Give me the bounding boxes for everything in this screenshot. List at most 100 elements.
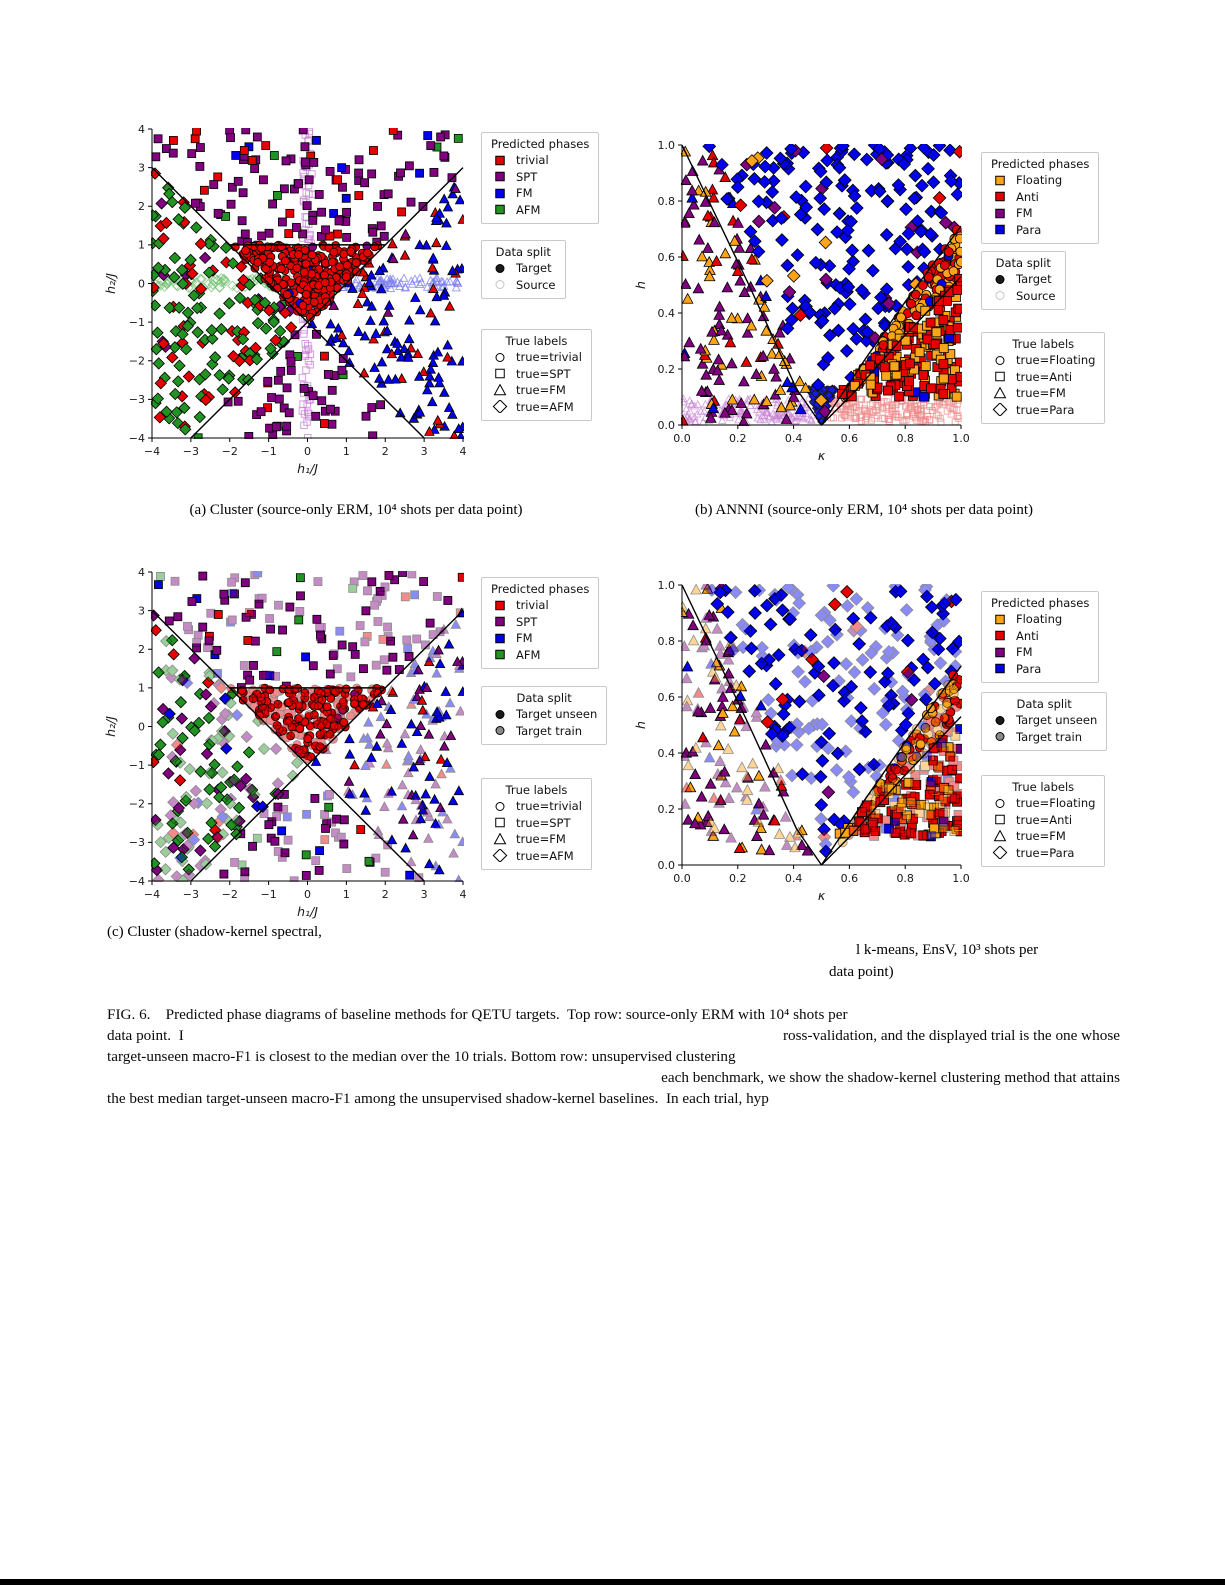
legend-row-label: Source	[516, 277, 556, 292]
svg-text:−4: −4	[129, 432, 145, 445]
legend-row: true=SPT	[491, 815, 582, 831]
open-square-swatch-icon	[495, 818, 505, 828]
open-circle-swatch-icon	[995, 291, 1005, 301]
legend-title: Predicted phases	[491, 582, 590, 596]
legend-row: SPT	[491, 614, 589, 630]
legend-predicted-phases-d: Predicted phases Floating Anti FM Para	[981, 591, 1100, 683]
legend-row: Target train	[491, 723, 597, 739]
open-circle-swatch-icon	[495, 802, 505, 812]
legend-row-label: Para	[1016, 661, 1042, 676]
open-diamond-swatch-icon	[492, 400, 508, 414]
scatter-group-afm-left-train	[151, 634, 304, 882]
svg-text:1.0: 1.0	[952, 432, 970, 445]
svg-text:κ: κ	[818, 888, 826, 903]
svg-text:0.8: 0.8	[896, 432, 914, 445]
legend-row-label: SPT	[516, 614, 538, 629]
open-diamond-swatch-icon	[992, 403, 1008, 417]
square-swatch-icon	[995, 647, 1005, 658]
legend-row: true=AFM	[491, 848, 582, 864]
legend-data-split-a: Data split Target Source	[481, 240, 566, 300]
svg-text:0.0: 0.0	[658, 419, 676, 432]
square-swatch-icon	[495, 188, 505, 199]
open-diamond-swatch-icon	[992, 846, 1008, 860]
legend-row-label: FM	[1016, 206, 1033, 221]
svg-text:h₂/J: h₂/J	[103, 716, 118, 737]
figure-caption: FIG. 6. Predicted phase diagrams of base…	[107, 1004, 1120, 1109]
square-swatch-icon	[495, 204, 505, 215]
legend-row-label: Target train	[516, 723, 583, 738]
legend-row: trivial	[491, 152, 589, 168]
open-circle-swatch-icon	[995, 356, 1005, 366]
legend-row-label: true=FM	[516, 832, 566, 847]
legend-row-label: true=SPT	[516, 815, 571, 830]
scatter-group-spt-top-train	[156, 571, 464, 682]
scatter-group-trivial-center-train	[226, 683, 377, 764]
svg-text:4: 4	[138, 566, 145, 579]
caption-a: (a) Cluster (source-only ERM, 10⁴ shots …	[189, 502, 523, 518]
caption-b: (b) ANNNI (source-only ERM, 10⁴ shots pe…	[694, 502, 1034, 518]
svg-text:−4: −4	[144, 445, 160, 458]
legend-title: Predicted phases	[491, 137, 590, 151]
plot-a-phase-boundaries	[151, 167, 464, 439]
figure-caption-line: data point. I ross-validation, and the di…	[107, 1025, 1120, 1046]
svg-text:0.8: 0.8	[658, 635, 676, 648]
legend-true-labels-b: True labels true=Floating true=Anti true=FM…	[981, 332, 1106, 424]
svg-text:1: 1	[343, 888, 350, 901]
svg-text:0.6: 0.6	[658, 251, 676, 264]
svg-text:3: 3	[138, 604, 145, 617]
circle-swatch-icon	[995, 732, 1005, 742]
legend-true-labels-c: True labels true=trivial true=SPT true=FM tr…	[481, 778, 592, 870]
svg-text:3: 3	[421, 888, 428, 901]
plot-d-phase-boundaries	[681, 584, 962, 866]
circle-swatch-icon	[495, 726, 505, 736]
open-triangle-swatch-icon	[993, 386, 1007, 399]
legend-row: Target unseen	[991, 712, 1097, 728]
scatter-group-anti-region	[837, 273, 962, 402]
scatter-group-spt-top-unseen	[154, 571, 464, 692]
svg-text:3: 3	[421, 445, 428, 458]
svg-text:4: 4	[460, 445, 467, 458]
legend-title: Predicted phases	[991, 157, 1090, 171]
legend-title: Predicted phases	[991, 596, 1090, 610]
legend-row-label: true=Floating	[1016, 796, 1096, 811]
svg-text:0.2: 0.2	[729, 432, 747, 445]
legend-title: True labels	[1012, 337, 1075, 351]
legend-row: true=FM	[991, 828, 1095, 844]
open-square-swatch-icon	[495, 369, 505, 379]
legend-row-label: true=SPT	[516, 366, 571, 381]
circle-swatch-icon	[995, 275, 1005, 285]
plot-d-points	[681, 584, 962, 866]
scatter-group-fm-region-train	[681, 584, 805, 853]
svg-text:0.6: 0.6	[841, 432, 859, 445]
figure-caption-line: the best median target-unseen macro-F1 a…	[107, 1090, 769, 1107]
svg-text:h₁/J: h₁/J	[297, 904, 318, 919]
open-square-swatch-icon	[995, 372, 1005, 382]
legend-predicted-phases-a: Predicted phases trivial SPT FM AFM	[481, 132, 600, 224]
svg-text:0.6: 0.6	[841, 872, 859, 885]
scatter-group-spt-top	[151, 128, 463, 248]
svg-text:h₂/J: h₂/J	[103, 273, 118, 294]
svg-text:2: 2	[138, 643, 145, 656]
legend-row-label: true=AFM	[516, 399, 574, 414]
square-swatch-icon	[995, 663, 1005, 674]
svg-text:0.0: 0.0	[673, 872, 691, 885]
legend-row: Source	[491, 277, 556, 293]
legend-row: SPT	[491, 169, 589, 185]
legend-row-label: true=FM	[1016, 386, 1066, 401]
legend-row: true=Anti	[991, 369, 1095, 385]
svg-text:2: 2	[138, 200, 145, 213]
legend-row-label: trivial	[516, 153, 549, 168]
legend-row: true=SPT	[491, 366, 582, 382]
scatter-group-fm-right	[306, 181, 464, 439]
legend-title: Data split	[1016, 697, 1072, 711]
legend-row: true=FM	[491, 382, 582, 398]
legend-row: Target train	[991, 729, 1097, 745]
plot-b-phase-boundaries	[681, 144, 962, 426]
legend-row: Para	[991, 222, 1089, 238]
scatter-group-para-region	[702, 144, 962, 419]
open-triangle-swatch-icon	[993, 829, 1007, 842]
legend-title: True labels	[505, 783, 568, 797]
legend-title: Data split	[995, 256, 1051, 270]
